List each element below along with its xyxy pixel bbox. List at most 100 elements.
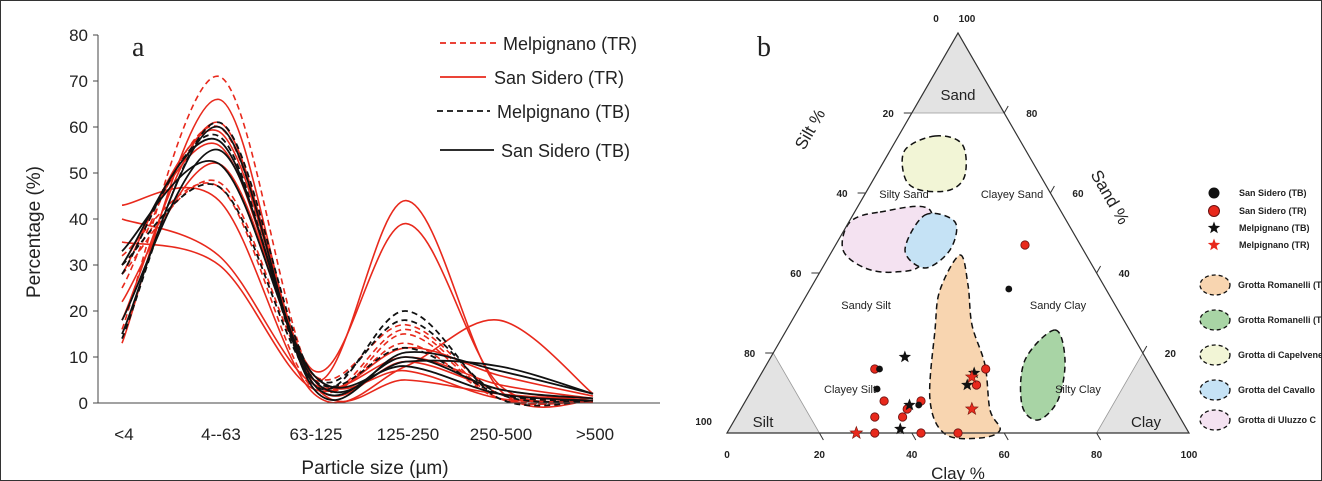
- legend-blob: [1199, 309, 1231, 331]
- legend-label: San Sidero (TB): [501, 141, 630, 161]
- tick-mark: [1142, 345, 1148, 354]
- silt-tick-label: 40: [836, 189, 848, 200]
- sand-tick-label: 60: [1072, 189, 1084, 200]
- tick-mark: [1049, 185, 1055, 194]
- silt-tick-label: 60: [790, 269, 802, 280]
- corner-label-silt: Silt: [753, 414, 775, 431]
- data-point: [894, 422, 907, 435]
- legend-marker: [1208, 205, 1220, 217]
- series-line: [121, 126, 594, 401]
- tick-mark: [911, 432, 917, 441]
- y-tick-label: 60: [69, 118, 88, 137]
- tick-mark: [818, 432, 824, 441]
- data-point: [981, 364, 991, 374]
- clay-tick-label: 20: [814, 450, 826, 461]
- series-line: [121, 182, 594, 406]
- data-point: [879, 396, 889, 406]
- series-line: [121, 183, 594, 402]
- data-point: [915, 401, 923, 409]
- data-point: [967, 366, 981, 379]
- data-point: [1020, 240, 1030, 250]
- data-point: [903, 398, 916, 411]
- legend-marker: [1207, 238, 1221, 251]
- series-line: [121, 241, 594, 397]
- sand-tick-label: 40: [1119, 269, 1131, 280]
- data-point: [1005, 285, 1013, 293]
- data-point: [961, 378, 974, 391]
- apex-left-label: 100: [695, 417, 712, 428]
- legend-label: Melpignano (TR): [1239, 240, 1310, 250]
- series-line: [121, 121, 594, 403]
- legend-label: Grotta del Cavallo: [1238, 385, 1316, 395]
- legend-label: Grotta Romanelli (TR): [1238, 315, 1322, 325]
- legend-marker: [1207, 221, 1221, 234]
- series-line: [121, 149, 594, 395]
- data-point: [870, 428, 880, 438]
- y-tick-label: 30: [69, 256, 88, 275]
- data-point: [876, 365, 883, 373]
- zone-label: Sandy Silt: [841, 300, 891, 312]
- series-lines: [121, 75, 594, 408]
- clay-tick-label: 40: [906, 450, 918, 461]
- axis-title-sand: Sand %: [1087, 167, 1133, 228]
- field-blobs: [841, 135, 1066, 440]
- y-tick-label: 40: [69, 210, 88, 229]
- clay-tick-label: 80: [1091, 450, 1103, 461]
- data-point: [897, 412, 908, 422]
- data-point: [870, 412, 880, 422]
- legend-label: Melpignano (TB): [497, 102, 630, 122]
- panel-b-label: b: [757, 32, 771, 63]
- sand-tick-label: 20: [1165, 349, 1177, 360]
- x-tick-label: 4--63: [201, 425, 241, 444]
- data-points: [849, 240, 1030, 439]
- y-tick-label: 70: [69, 72, 88, 91]
- corner-label-sand: Sand: [940, 87, 975, 104]
- series-line: [121, 160, 594, 402]
- zone-label: Silty Clay: [1055, 384, 1101, 396]
- tick-mark: [1003, 105, 1009, 114]
- zone-label: Sandy Clay: [1030, 300, 1087, 312]
- series-line: [121, 121, 594, 403]
- y-axis-title: Percentage (%): [24, 166, 45, 298]
- legend-label: Melpignano (TR): [503, 34, 637, 54]
- legend-label: San Sidero (TR): [1239, 206, 1307, 216]
- y-tick-label: 10: [69, 348, 88, 367]
- apex-top-label: 0: [933, 14, 939, 25]
- x-tick-label: 63-125: [290, 425, 343, 444]
- tick-mark: [1096, 265, 1102, 274]
- legend-label: San Sidero (TR): [494, 68, 624, 88]
- zone-labels: Sand Silt Clay Silty Sand Clayey Sand Sandy S…: [753, 87, 1162, 431]
- data-point: [971, 380, 982, 390]
- tick-mark: [1096, 432, 1102, 441]
- clay-tick-label: 0: [724, 450, 730, 461]
- zone-label: Silty Sand: [879, 189, 929, 201]
- panel-b-ternary-plot: b 020406080100802060404060208001001000 S…: [695, 14, 1322, 481]
- legend-label: Grotta Romanelli (TB): [1238, 280, 1322, 290]
- y-tick-label: 20: [69, 302, 88, 321]
- field-blob: [901, 135, 967, 193]
- y-tick-label: 80: [69, 26, 88, 45]
- legend-label: Grotta di Uluzzo C: [1238, 415, 1316, 425]
- data-point: [873, 385, 881, 393]
- corner-label-clay: Clay: [1131, 414, 1162, 431]
- tick-mark: [1003, 432, 1009, 441]
- panel-a-label: a: [132, 32, 145, 63]
- data-point: [953, 428, 963, 438]
- y-axis-ticks: 0 10 20 30 40 50 60 70 80: [69, 26, 98, 413]
- data-point: [964, 369, 979, 383]
- y-tick-label: 0: [79, 394, 88, 413]
- series-line: [121, 98, 594, 408]
- clay-tick-label: 60: [999, 450, 1011, 461]
- silt-tick-label: 80: [744, 349, 756, 360]
- legend-b: San Sidero (TB) San Sidero (TR) Melpignano…: [1199, 187, 1322, 431]
- x-tick-label: <4: [114, 425, 133, 444]
- data-point: [964, 401, 979, 415]
- zone-label: Clayey Sand: [981, 189, 1043, 201]
- legend-blob: [1199, 409, 1231, 431]
- clay-tick-label: 100: [1181, 450, 1198, 461]
- panel-a-line-chart: a 0 10 20 30 40 50 60 70 80 <4 4--63 63-125 125-250…: [24, 26, 660, 479]
- legend: Melpignano (TR) San Sidero (TR) Melpignano…: [437, 34, 637, 161]
- y-tick-label: 50: [69, 164, 88, 183]
- series-line: [121, 162, 594, 403]
